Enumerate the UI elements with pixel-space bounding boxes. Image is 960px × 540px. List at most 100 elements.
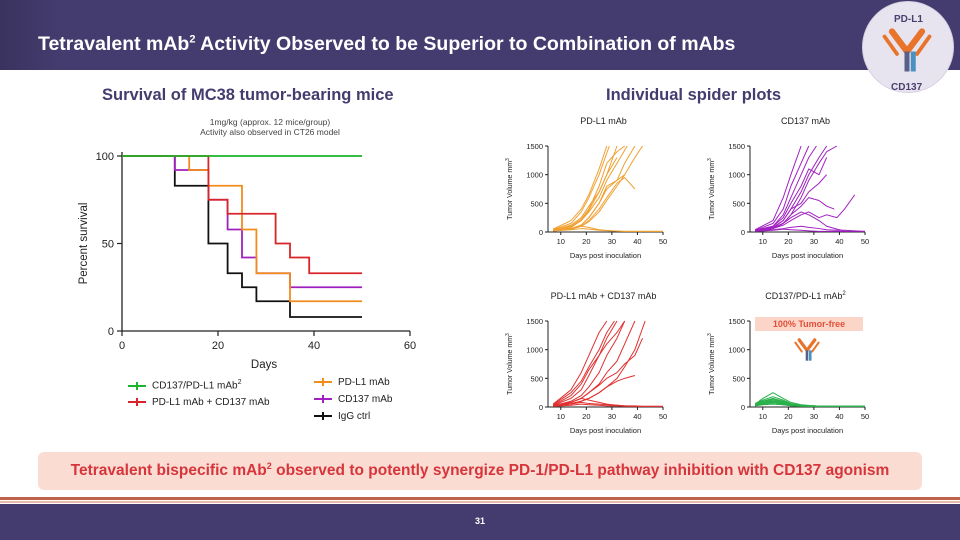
title-bar-accent: [0, 0, 60, 70]
y-tick-label: 1500: [526, 317, 543, 326]
conclusion-callout: Tetravalent bispecific mAb2 observed to …: [38, 452, 922, 490]
x-tick-label: 40: [835, 237, 843, 246]
tumor-line: [552, 320, 615, 406]
legend-item: CD137/PD-L1 mAb2: [128, 376, 242, 392]
y-tick-label: 1500: [526, 142, 543, 151]
survival-line: [122, 155, 362, 318]
x-tick-label: 20: [212, 340, 224, 352]
tumor-line: [754, 145, 810, 231]
x-tick-label: 10: [759, 412, 767, 421]
x-tick-label: 40: [835, 412, 843, 421]
tumor-line: [754, 399, 865, 407]
survival-chart: 0 50 100 0 20 40 60 Days Percent survival: [78, 151, 416, 371]
logo-bottom-label: CD137: [891, 82, 923, 93]
spider-plot-pdl1: PD-L1 mAb 0 500 1000 1500 10 20 30 40 50 Days post…: [505, 116, 667, 260]
tumor-line: [552, 320, 626, 407]
legend-label: IgG ctrl: [338, 411, 371, 422]
legend-item: CD137 mAb: [314, 393, 392, 407]
tumor-line: [754, 145, 802, 231]
spider-section-title: Individual spider plots: [606, 86, 782, 104]
antibody-arm: [805, 338, 817, 352]
antibody-arm: [888, 28, 911, 55]
y-axis-label: Percent survival: [78, 203, 90, 285]
legend-item: PD-L1 mAb: [314, 376, 390, 390]
plot-lines: [754, 392, 865, 407]
small-antibody-icon: [794, 338, 820, 361]
y-axis-label-sup: 3: [707, 158, 713, 161]
y-tick-label: 0: [108, 326, 114, 338]
tumor-free-badge: 100% Tumor-free: [755, 317, 863, 331]
x-axis-label: Days: [251, 359, 277, 371]
plot-title: PD-L1 mAb: [580, 116, 627, 126]
y-axis-label-sup: 3: [707, 333, 713, 336]
y-tick-label: 100: [96, 151, 114, 163]
x-tick-label: 20: [582, 237, 590, 246]
plot-title: CD137/PD-L1 mAb2: [765, 291, 846, 301]
x-tick-label: 50: [861, 237, 869, 246]
x-tick-label: 20: [582, 412, 590, 421]
y-axis-label: Tumor Volume mm3: [505, 158, 514, 220]
antibody-arm: [794, 341, 803, 353]
tumor-line: [552, 320, 608, 405]
x-tick-label: 40: [633, 412, 641, 421]
dosing-note: 1mg/kg (approx. 12 mice/group): [209, 117, 331, 127]
slide-title: Tetravalent mAb2 Activity Observed to be…: [38, 33, 736, 55]
plot-lines: [552, 320, 663, 407]
legend-swatch: [314, 378, 332, 387]
x-axis-label: Days post inoculation: [570, 251, 641, 260]
footer-rule-light: [0, 501, 960, 503]
x-tick-label: 50: [659, 412, 667, 421]
page-number: 31: [474, 516, 485, 526]
x-tick-label: 10: [759, 237, 767, 246]
y-axis-label: Tumor Volume mm3: [707, 333, 716, 395]
footer-bar: [0, 504, 960, 540]
tumor-line: [553, 145, 628, 232]
tumor-line: [755, 157, 828, 231]
y-axis-label-sup: 3: [505, 158, 511, 161]
x-tick-label: 0: [119, 340, 125, 352]
tumor-line: [553, 337, 644, 407]
y-tick-label: 500: [530, 374, 543, 383]
antibody-arm: [903, 28, 926, 55]
y-tick-label: 500: [732, 199, 745, 208]
tumor-line: [552, 145, 610, 231]
x-tick-label: 50: [659, 237, 667, 246]
y-tick-label: 0: [741, 228, 745, 237]
legend-label: CD137/PD-L1 mAb: [152, 380, 238, 392]
y-tick-label: 1000: [526, 171, 543, 180]
tumor-line: [755, 225, 866, 232]
tumor-line: [552, 320, 626, 406]
antibody-stem: [910, 51, 916, 72]
x-axis-label: Days post inoculation: [570, 426, 641, 435]
x-tick-label: 50: [861, 412, 869, 421]
legend-swatch: [128, 381, 146, 390]
x-tick-label: 10: [557, 237, 565, 246]
spider-plot-combo: PD-L1 mAb + CD137 mAb 0 500 1000 1500 10 20 30 4…: [505, 291, 667, 435]
tumor-line: [755, 197, 835, 232]
x-tick-label: 30: [810, 412, 818, 421]
x-tick-label: 30: [608, 412, 616, 421]
plot-title-sup: 2: [842, 291, 846, 297]
tumor-line: [553, 225, 663, 232]
y-tick-label: 0: [539, 228, 543, 237]
y-axis-label: Tumor Volume mm3: [505, 333, 514, 395]
model-note: Activity also observed in CT26 model: [200, 127, 340, 137]
x-tick-label: 20: [784, 237, 792, 246]
plot-lines: [552, 145, 663, 232]
antibody-stem: [904, 51, 910, 72]
tumor-line: [755, 228, 865, 232]
footer-rule: [0, 497, 960, 500]
legend-item: PD-L1 mAb + CD137 mAb: [128, 396, 270, 410]
plot-title: CD137 mAb: [781, 116, 830, 126]
survival-line: [122, 155, 362, 275]
y-axis-label: Tumor Volume mm3: [707, 158, 716, 220]
y-axis-label-sup: 3: [505, 333, 511, 336]
tumor-line: [553, 157, 618, 231]
y-tick-label: 500: [530, 199, 543, 208]
legend-swatch: [314, 395, 332, 404]
x-tick-label: 10: [557, 412, 565, 421]
tumor-line: [755, 145, 817, 231]
tumor-line: [552, 320, 618, 406]
tumor-line: [553, 374, 636, 407]
x-axis-label: Days post inoculation: [772, 251, 843, 260]
